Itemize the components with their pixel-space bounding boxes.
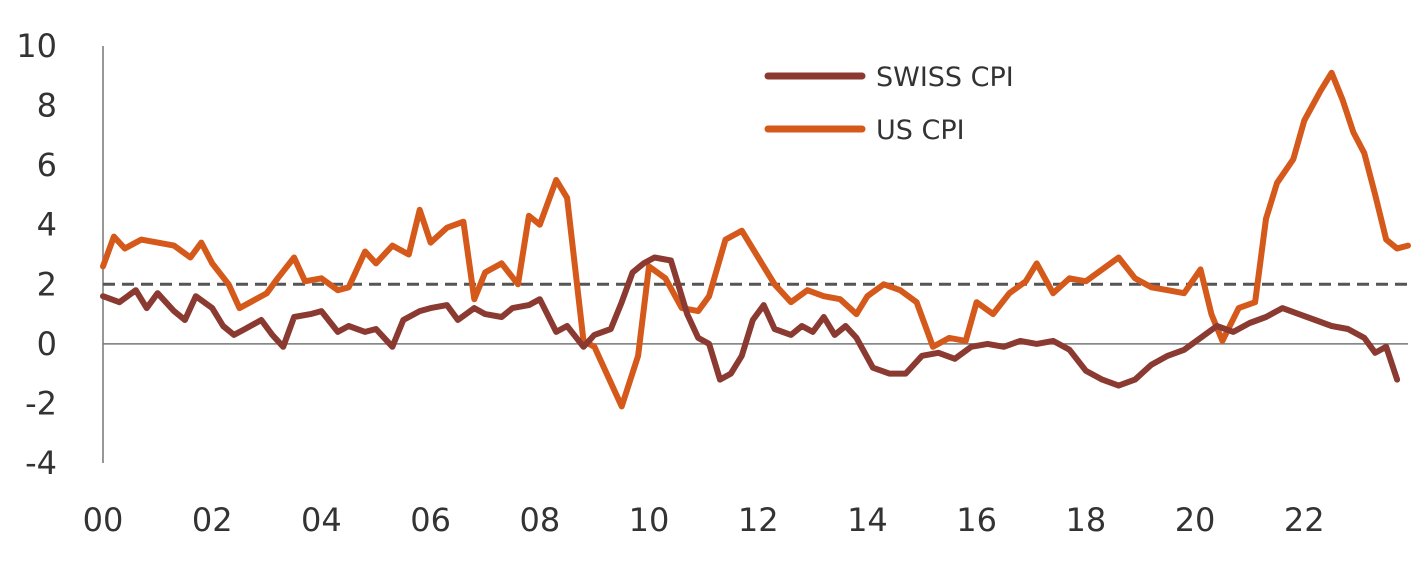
x-tick-label: 00 — [83, 501, 124, 539]
y-tick-label: 8 — [37, 87, 57, 125]
series-line-swiss-cpi — [100, 254, 1401, 389]
y-tick-label: -2 — [25, 384, 57, 422]
series-layer — [100, 69, 1411, 410]
y-tick-label: 10 — [16, 27, 57, 65]
x-tick-label: 18 — [1065, 501, 1106, 539]
y-tick-label: 6 — [37, 146, 57, 184]
x-tick-label: 06 — [410, 501, 451, 539]
x-tick-label: 14 — [847, 501, 888, 539]
x-tick-label: 02 — [192, 501, 233, 539]
y-tick-label: -4 — [25, 444, 57, 482]
x-tick-label: 12 — [738, 501, 779, 539]
x-tick-label: 08 — [519, 501, 560, 539]
y-tick-label: 2 — [37, 265, 57, 303]
x-tick-label: 20 — [1175, 501, 1216, 539]
x-tick-label: 16 — [956, 501, 997, 539]
x-tick-label: 04 — [301, 501, 342, 539]
y-tick-label: 0 — [37, 325, 57, 363]
legend: SWISS CPI US CPI — [764, 62, 1014, 146]
x-tick-label: 22 — [1284, 501, 1325, 539]
x-tick-label: 10 — [629, 501, 670, 539]
legend-label-us-cpi: US CPI — [876, 115, 965, 146]
series-line-us-cpi — [100, 69, 1411, 410]
y-tick-label: 4 — [37, 206, 57, 244]
legend-label-swiss-cpi: SWISS CPI — [876, 62, 1014, 93]
